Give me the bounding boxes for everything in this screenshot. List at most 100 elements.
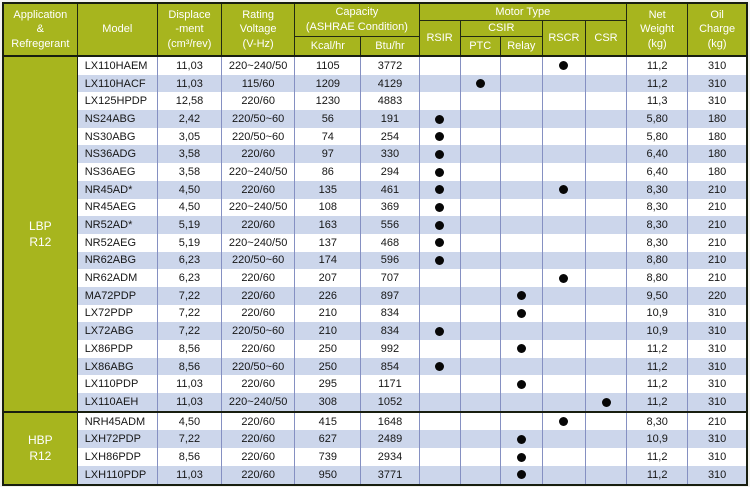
motor-type-dot — [435, 220, 445, 230]
col-header-csr: CSR — [584, 19, 628, 57]
cell-model: LXH72PDP — [76, 430, 158, 449]
cell-kcal: 207 — [294, 269, 362, 287]
cell-net-weight: 11,2 — [626, 357, 689, 376]
cell-voltage: 220/60 — [221, 286, 296, 305]
cell-voltage: 220/50~60 — [221, 322, 296, 340]
cell-net-weight: 11,2 — [626, 340, 689, 358]
cell-motor-rsir — [418, 92, 461, 111]
cell-motor-relay — [499, 430, 543, 449]
cell-oil-charge: 310 — [687, 74, 748, 93]
table-row: LXH86PDP 8,56 220/60 739 2934 11,2 310 — [3, 448, 748, 466]
cell-kcal: 56 — [294, 110, 362, 128]
cell-motor-rsir — [418, 55, 461, 75]
cell-motor-relay — [499, 340, 543, 358]
cell-net-weight: 11,2 — [626, 55, 689, 75]
cell-model: LX86PDP — [76, 340, 158, 358]
cell-motor-csr — [584, 251, 628, 270]
cell-motor-rsir — [418, 465, 461, 485]
col-header-voltage: Rating Voltage (V-Hz) — [221, 2, 296, 57]
cell-motor-csr — [584, 448, 628, 466]
col-header-net-weight: Net Weight (kg) — [626, 2, 689, 57]
col-header-displacement: Displace -ment (cm³/rev) — [156, 2, 223, 57]
cell-motor-rsir — [418, 357, 461, 376]
cell-voltage: 220/50~60 — [221, 251, 296, 270]
cell-motor-csr — [584, 127, 628, 146]
cell-net-weight: 11,3 — [626, 92, 689, 111]
cell-voltage: 220~240/50 — [221, 163, 296, 181]
cell-displacement: 4,50 — [156, 180, 223, 199]
col-header-oil-charge: Oil Charge (kg) — [687, 2, 748, 57]
cell-voltage: 220~240/50 — [221, 55, 296, 75]
cell-kcal: 163 — [294, 216, 362, 234]
cell-motor-rscr — [541, 110, 586, 128]
cell-motor-rscr — [541, 74, 586, 93]
cell-motor-rsir — [418, 127, 461, 146]
application-group-hbp-r12: HBP R12 — [2, 410, 78, 485]
cell-net-weight: 8,30 — [626, 233, 689, 252]
motor-type-dot — [559, 61, 569, 71]
cell-motor-ptc — [459, 410, 501, 431]
table-row: NS30ABG 3,05 220/50~60 74 254 5,80 180 — [3, 127, 748, 146]
cell-model: NS36ADG — [76, 145, 158, 164]
motor-type-dot — [435, 185, 445, 195]
cell-model: LX72ABG — [76, 322, 158, 340]
table-row: LX72ABG 7,22 220/50~60 210 834 10,9 310 — [3, 322, 748, 340]
table-row: HBP R12 NRH45ADM 4,50 220/60 415 1648 8,30 210 — [2, 410, 748, 485]
cell-oil-charge: 310 — [687, 340, 748, 358]
cell-displacement: 5,19 — [156, 216, 223, 234]
cell-motor-csr — [584, 465, 628, 485]
cell-btu: 834 — [360, 304, 420, 323]
cell-model: NR62ADM — [76, 269, 158, 287]
cell-motor-ptc — [459, 357, 501, 376]
table-row: LX110AEH 11,03 220~240/50 308 1052 11,2 310 — [3, 393, 748, 412]
motor-type-dot — [601, 397, 611, 407]
cell-motor-ptc — [459, 92, 501, 111]
cell-net-weight: 9,50 — [626, 286, 689, 305]
cell-motor-ptc — [459, 304, 501, 323]
cell-net-weight: 8,30 — [626, 180, 689, 199]
cell-model: NS24ABG — [76, 110, 158, 128]
cell-oil-charge: 310 — [687, 92, 748, 111]
cell-motor-csr — [584, 393, 628, 412]
cell-motor-relay — [499, 251, 543, 270]
cell-btu: 468 — [360, 233, 420, 252]
cell-oil-charge: 210 — [687, 233, 748, 252]
cell-motor-csr — [584, 92, 628, 111]
cell-voltage: 220/60 — [221, 180, 296, 199]
col-header-kcal: Kcal/hr — [294, 35, 362, 57]
cell-oil-charge: 310 — [687, 375, 748, 394]
cell-net-weight: 11,2 — [626, 393, 689, 412]
cell-motor-ptc — [459, 430, 501, 449]
motor-type-dot — [516, 309, 526, 319]
cell-displacement: 11,03 — [156, 465, 223, 485]
cell-model: NRH45ADM — [76, 410, 158, 431]
cell-kcal: 1230 — [294, 92, 362, 111]
cell-motor-relay — [499, 145, 543, 164]
cell-btu: 461 — [360, 180, 420, 199]
cell-motor-csr — [584, 198, 628, 217]
table-row: NR52AEG 5,19 220~240/50 137 468 8,30 210 — [3, 233, 748, 252]
table-row: LBP R12 LX110HAEM 11,03 220~240/50 1105 3772 11… — [2, 55, 748, 413]
cell-displacement: 11,03 — [156, 393, 223, 412]
cell-voltage: 220~240/50 — [221, 198, 296, 217]
cell-displacement: 7,22 — [156, 430, 223, 449]
cell-displacement: 11,03 — [156, 55, 223, 75]
cell-oil-charge: 210 — [687, 180, 748, 199]
cell-motor-csr — [584, 304, 628, 323]
cell-motor-rscr — [541, 251, 586, 270]
table-row: NR52AD* 5,19 220/60 163 556 8,30 210 — [3, 216, 748, 234]
cell-net-weight: 11,2 — [626, 465, 689, 485]
cell-motor-relay — [499, 163, 543, 181]
cell-net-weight: 8,80 — [626, 269, 689, 287]
cell-displacement: 7,22 — [156, 322, 223, 340]
cell-voltage: 220/60 — [221, 375, 296, 394]
cell-btu: 897 — [360, 286, 420, 305]
cell-motor-ptc — [459, 393, 501, 412]
cell-net-weight: 8,30 — [626, 198, 689, 217]
cell-displacement: 12,58 — [156, 92, 223, 111]
cell-motor-csr — [584, 55, 628, 75]
application-group-lbp-r12: LBP R12 — [2, 55, 78, 413]
cell-oil-charge: 310 — [687, 55, 748, 75]
cell-motor-ptc — [459, 110, 501, 128]
cell-motor-relay — [499, 180, 543, 199]
